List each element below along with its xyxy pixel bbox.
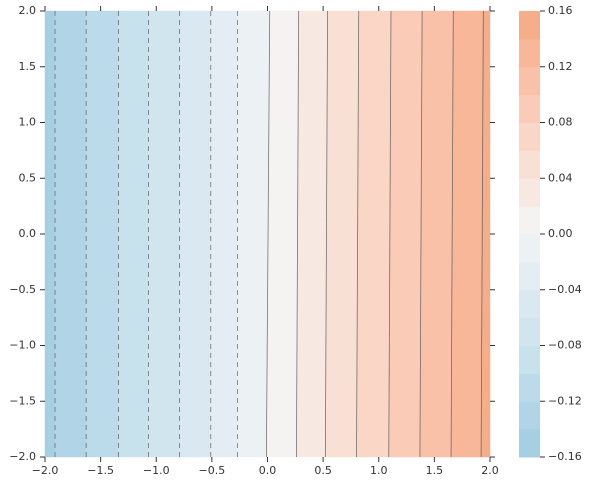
contour-fill	[450, 10, 484, 458]
colorbar-tick-label: 0.08	[548, 116, 573, 129]
colorbar-band	[519, 429, 540, 458]
y-tick-label: −2.0	[9, 450, 36, 463]
colorbar-tick-label: 0.16	[548, 4, 573, 17]
contour-fill	[148, 10, 180, 458]
y-tick-label: 1.0	[19, 116, 37, 129]
x-tick-label: −1.0	[143, 464, 170, 477]
y-tick-label: −1.0	[9, 339, 36, 352]
contour-line	[480, 10, 484, 458]
colorbar-tick-label: 0.00	[548, 227, 573, 240]
colorbar-band	[519, 261, 540, 291]
colorbar-tick-label: −0.12	[548, 394, 582, 407]
x-tick-label: −0.5	[199, 464, 226, 477]
colorbar-band	[519, 345, 540, 374]
colorbar-band	[519, 122, 540, 151]
contour-fill	[85, 10, 119, 458]
contour-fill	[118, 10, 149, 458]
contour-fill	[388, 10, 423, 458]
colorbar-band	[519, 401, 540, 430]
colorbar-band	[519, 206, 540, 235]
contour-fill	[237, 10, 270, 458]
contour-fill	[325, 10, 359, 458]
contour-line	[419, 10, 423, 458]
contour-fill	[54, 10, 87, 458]
contour-fill	[179, 10, 212, 458]
x-tick-label: −2.0	[32, 464, 59, 477]
colorbar-band	[519, 38, 540, 68]
colorbar-band	[519, 11, 540, 40]
colorbar-band	[519, 289, 540, 319]
colorbar-band	[519, 66, 540, 96]
y-tick-label: 0.0	[19, 227, 37, 240]
contour-fill	[296, 10, 328, 458]
contour-fill	[356, 10, 392, 458]
y-tick-label: 1.5	[19, 60, 37, 73]
contour-fill	[419, 10, 454, 458]
x-tick-label: 0.0	[259, 464, 277, 477]
contour-line	[450, 10, 454, 458]
x-tick-label: 1.0	[370, 464, 388, 477]
colorbar-tick-label: −0.16	[548, 450, 582, 463]
contour-line	[324, 10, 328, 458]
contour-line	[388, 10, 392, 458]
contour-fill	[266, 10, 299, 458]
colorbar-band	[519, 94, 540, 123]
x-tick-label: 1.5	[426, 464, 444, 477]
colorbar-tick-label: −0.04	[548, 283, 582, 296]
colorbar-band	[519, 178, 540, 207]
y-tick-label: −1.5	[9, 394, 36, 407]
colorbar-tick-label: −0.08	[548, 339, 582, 352]
colorbar-tick-label: 0.04	[548, 171, 573, 184]
x-tick-label: −1.5	[87, 464, 114, 477]
colorbar-band	[519, 234, 540, 263]
x-tick-label: 2.0	[481, 464, 499, 477]
y-tick-label: −0.5	[9, 283, 36, 296]
colorbar-band	[519, 317, 540, 346]
contour-fill	[210, 10, 238, 458]
y-tick-label: 2.0	[19, 4, 37, 17]
y-tick-label: 0.5	[19, 171, 37, 184]
contour-line	[296, 10, 300, 458]
contour-line	[356, 10, 360, 458]
x-tick-label: 0.5	[314, 464, 332, 477]
colorbar-band	[519, 373, 540, 402]
contour-fill	[44, 10, 56, 458]
contour-line	[265, 10, 271, 458]
colorbar-band	[519, 150, 540, 179]
colorbar-tick-label: 0.12	[548, 60, 573, 73]
